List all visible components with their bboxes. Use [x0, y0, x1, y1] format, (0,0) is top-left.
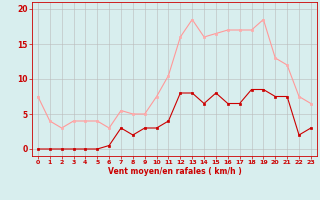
- X-axis label: Vent moyen/en rafales ( km/h ): Vent moyen/en rafales ( km/h ): [108, 167, 241, 176]
